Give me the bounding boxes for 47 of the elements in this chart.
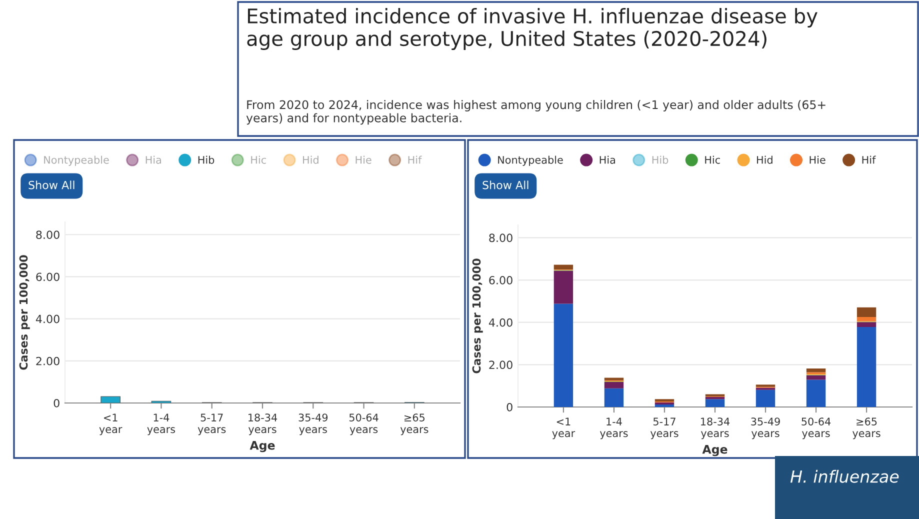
x-axis-title: Age [250,440,275,452]
legend-label: Hia [146,156,162,164]
y-tick-label: 6.00 [36,272,60,282]
y-tick-label: 8.00 [36,230,60,240]
text: Show All [482,180,528,190]
y-tick-label: 4.00 [488,318,512,327]
x-tick-label: 1-4 years [600,418,628,440]
legend-label: Hie [810,156,826,164]
text: Show All [28,180,74,190]
y-tick-label: 0 [54,398,60,408]
x-tick-label: ≥65 years [400,414,428,436]
y-tick-label: 2.00 [489,360,512,370]
x-tick-label: 50-64 years [349,414,378,436]
text: From 2020 to 2024, incidence was highest among young children (<1 year) and older adults (65+ years) and for nontypeable bacteria. [246,100,826,125]
legend-label: Hib [198,156,214,164]
x-tick-label: 5-17 years [650,418,678,440]
x-tick-label: ≥65 years [852,418,880,440]
x-tick-label: 1-4 years [147,414,176,436]
legend-label: Hic [705,156,720,164]
legend-label: Hic [251,156,266,164]
x-tick-label: 18-34 years [248,414,278,436]
legend-label: Hie [356,156,372,164]
legend-label: Nontypeable [44,156,109,166]
y-axis-title: Cases per 100,000 [472,258,483,374]
y-axis-title: Cases per 100,000 [19,255,30,370]
y-tick-label: 8.00 [489,234,512,242]
x-tick-label: 50-64 years [802,418,831,440]
legend-label: Hid [303,156,318,164]
x-tick-label: 5-17 years [198,414,226,436]
y-tick-label: 0 [506,402,512,412]
legend-label: Hif [862,156,876,164]
legend-label: Hib [652,156,668,164]
x-tick-label: <1 year [99,414,122,436]
legend-label: Hia [600,156,616,164]
text: Estimated incidence of invasive H. influenzae disease by age group and serotype, United States (2020-2024) [247,8,818,50]
x-tick-label: 18-34 years [700,418,730,440]
y-tick-label: 6.00 [489,276,512,284]
y-tick-label: 2.00 [36,356,60,366]
legend-label: Nontypeable [498,156,563,166]
x-tick-label: <1 year [552,418,576,440]
y-tick-label: 4.00 [36,314,60,324]
x-axis-title: Age [702,444,728,456]
legend-label: Hid [757,156,772,164]
text: H. influenzae [790,470,899,483]
x-tick-label: 35-49 years [751,418,780,440]
x-tick-label: 35-49 years [298,414,328,436]
legend-label: Hif [408,156,422,164]
